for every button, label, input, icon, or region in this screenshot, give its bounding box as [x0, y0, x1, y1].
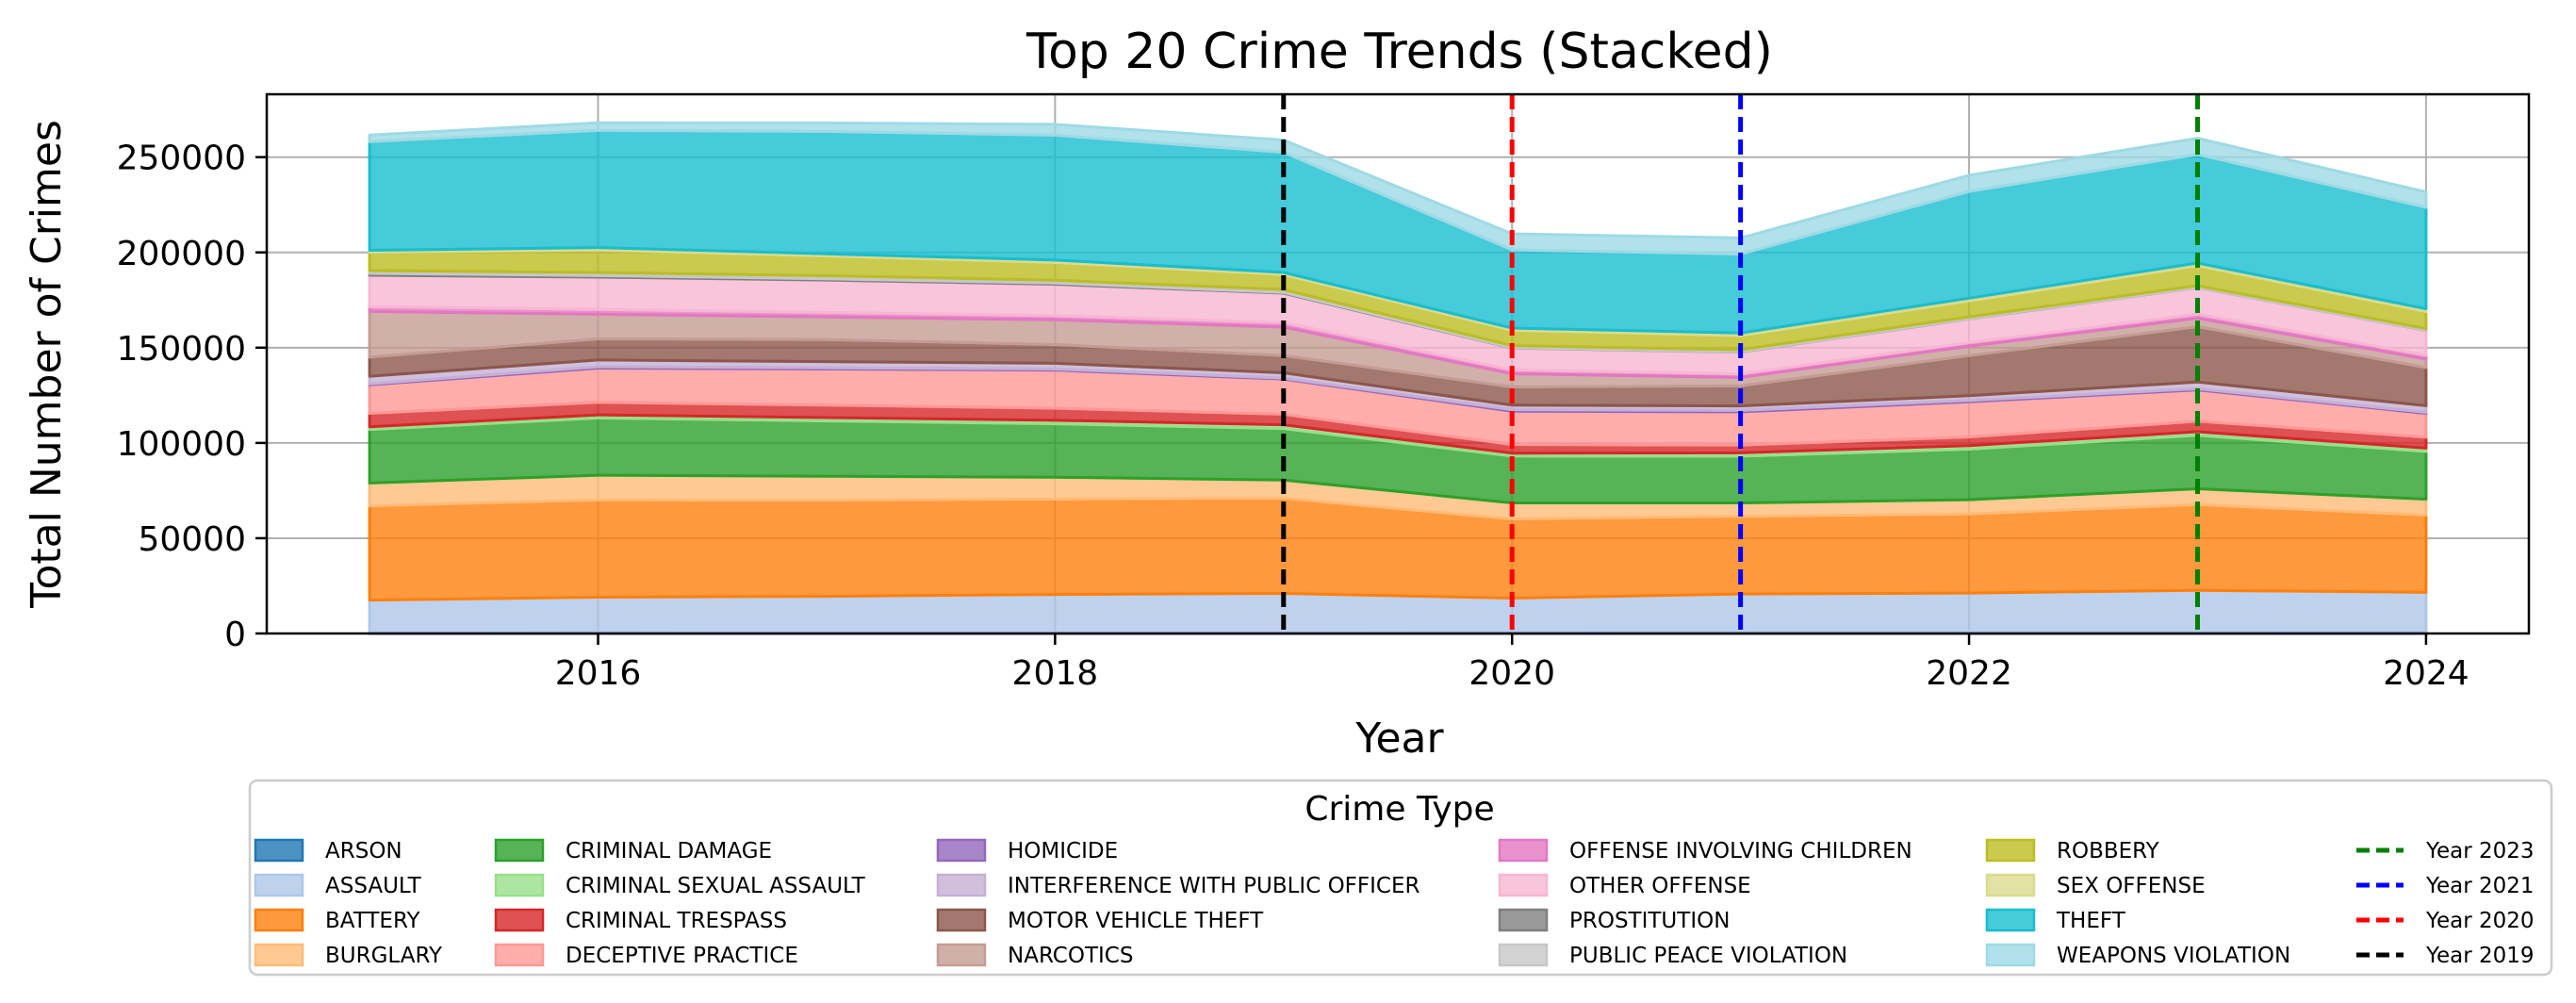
legend-label-battery: BATTERY [325, 909, 420, 933]
legend-label-interference-with-public-officer: INTERFERENCE WITH PUBLIC OFFICER [1008, 874, 1420, 898]
legend-label-year-2021: Year 2021 [2425, 874, 2535, 898]
area-weapons-violation [368, 121, 2428, 256]
legend-label-criminal-damage: CRIMINAL DAMAGE [566, 839, 772, 863]
legend-swatch-robbery [1985, 838, 2036, 863]
legend-swatch-battery [254, 908, 304, 932]
legend-swatch-interference-with-public-officer [936, 873, 987, 897]
legend-title: Crime Type [1304, 790, 1494, 829]
legend-label-narcotics: NARCOTICS [1008, 944, 1133, 968]
legend-swatch-criminal-trespass [494, 908, 545, 932]
legend-label-motor-vehicle-theft: MOTOR VEHICLE THEFT [1008, 909, 1264, 933]
legend-swatch-narcotics [936, 943, 987, 967]
legend: Crime Type ARSON ASSAULT BATTERY BURGLARY CR… [248, 779, 2553, 977]
legend-swatch-criminal-sexual-assault [494, 873, 545, 897]
stacked-areas [368, 121, 2428, 635]
legend-label-year-2023: Year 2023 [2425, 839, 2535, 863]
legend-swatch-offense-involving-children [1498, 838, 1549, 863]
legend-label-burglary: BURGLARY [325, 944, 443, 968]
legend-swatch-criminal-damage [494, 838, 545, 863]
legend-items: ARSON ASSAULT BATTERY BURGLARY CRIMINAL DAMA… [254, 838, 2535, 968]
y-axis-label: Total Number of Crimes [23, 120, 71, 609]
x-tick-label: 2022 [1926, 654, 2012, 693]
legend-label-weapons-violation: WEAPONS VIOLATION [2057, 944, 2290, 968]
legend-label-offense-involving-children: OFFENSE INVOLVING CHILDREN [1569, 839, 1912, 863]
legend-label-year-2019: Year 2019 [2425, 944, 2535, 968]
y-tick-label: 200000 [117, 235, 246, 273]
legend-swatch-theft [1985, 908, 2036, 932]
legend-label-deceptive-practice: DECEPTIVE PRACTICE [566, 944, 798, 968]
y-tick-label: 250000 [117, 140, 246, 178]
legend-swatch-weapons-violation [1985, 943, 2036, 967]
legend-label-sex-offense: SEX OFFENSE [2057, 874, 2206, 898]
legend-label-criminal-sexual-assault: CRIMINAL SEXUAL ASSAULT [566, 874, 866, 898]
y-tick-label: 100000 [117, 425, 246, 464]
x-tick-label: 2018 [1012, 654, 1099, 693]
x-tick-label: 2016 [555, 654, 642, 693]
legend-swatch-assault [254, 873, 304, 897]
legend-label-robbery: ROBBERY [2057, 839, 2160, 863]
x-axis-ticks: 2016 2018 2020 2022 2024 [555, 633, 2469, 693]
legend-label-criminal-trespass: CRIMINAL TRESPASS [566, 909, 787, 933]
area-battery [368, 496, 2428, 602]
x-tick-label: 2024 [2383, 654, 2469, 693]
legend-swatch-deceptive-practice [494, 943, 545, 967]
legend-swatch-public-peace-violation [1498, 943, 1549, 967]
legend-swatch-prostitution [1498, 908, 1549, 932]
y-tick-label: 0 [224, 616, 246, 654]
y-tick-label: 50000 [138, 520, 246, 559]
legend-label-assault: ASSAULT [325, 874, 422, 898]
y-tick-label: 150000 [117, 330, 246, 369]
legend-label-other-offense: OTHER OFFENSE [1569, 874, 1751, 898]
x-axis-label: Year [1354, 715, 1444, 763]
legend-swatch-arson [254, 838, 304, 863]
legend-swatch-sex-offense [1985, 873, 2036, 897]
legend-label-homicide: HOMICIDE [1008, 839, 1118, 863]
legend-swatch-motor-vehicle-theft [936, 908, 987, 932]
chart-title: Top 20 Crime Trends (Stacked) [1025, 24, 1773, 80]
legend-label-theft: THEFT [2056, 909, 2126, 933]
y-axis-ticks: 0 50000 100000 150000 200000 250000 [117, 140, 267, 654]
legend-label-prostitution: PROSTITUTION [1569, 909, 1730, 933]
legend-frame [248, 779, 2553, 977]
legend-swatch-other-offense [1498, 873, 1549, 897]
x-tick-label: 2020 [1468, 654, 1555, 693]
legend-swatch-homicide [936, 838, 987, 863]
legend-label-arson: ARSON [325, 839, 402, 863]
legend-swatch-burglary [254, 943, 304, 967]
legend-label-public-peace-violation: PUBLIC PEACE VIOLATION [1569, 944, 1847, 968]
plot-frame [265, 92, 2531, 635]
legend-label-year-2020: Year 2020 [2425, 909, 2535, 933]
